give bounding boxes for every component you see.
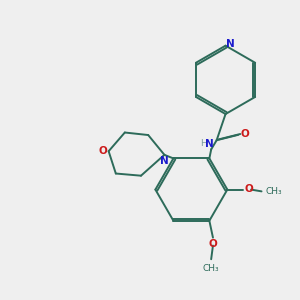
Text: O: O (208, 239, 217, 249)
Text: N: N (160, 156, 169, 166)
Text: H: H (200, 140, 207, 148)
Text: N: N (226, 39, 235, 49)
Text: O: O (244, 184, 253, 194)
Text: CH₃: CH₃ (203, 264, 220, 273)
Text: O: O (99, 146, 108, 156)
Text: CH₃: CH₃ (266, 187, 282, 196)
Text: N: N (205, 139, 214, 149)
Text: O: O (241, 129, 249, 139)
